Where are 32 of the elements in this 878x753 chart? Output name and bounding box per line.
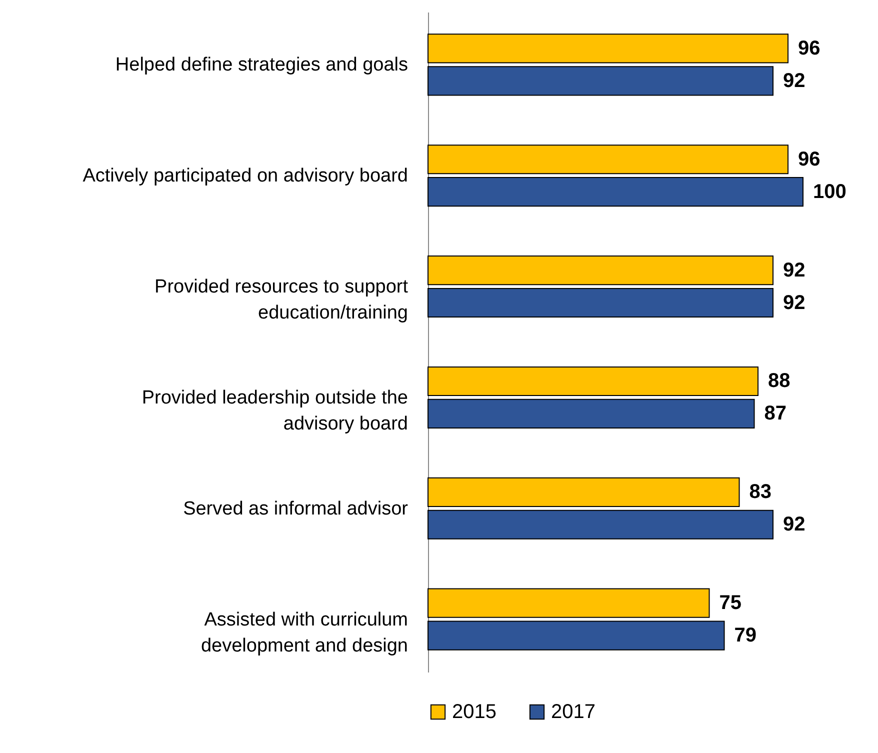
bar <box>428 66 774 96</box>
y-tick-label: Served as informal advisor <box>183 498 409 520</box>
bar <box>428 177 804 207</box>
data-label: 92 <box>783 292 806 314</box>
bar <box>428 510 774 540</box>
data-label: 96 <box>798 148 820 170</box>
bar <box>428 144 788 174</box>
y-tick-label: Actively participated on advisory board <box>82 166 408 187</box>
data-label: 75 <box>719 592 742 614</box>
data-label: 96 <box>798 37 820 60</box>
data-label: 92 <box>783 70 806 92</box>
data-label: 92 <box>783 259 806 282</box>
data-label: 79 <box>734 624 756 647</box>
y-tick-label: Provided leadership outside the advisory board <box>142 387 408 434</box>
data-label: 87 <box>764 402 786 425</box>
y-tick-label: Assisted with curriculum development and design <box>200 609 408 656</box>
legend-label: 2015 <box>452 701 496 723</box>
data-label: 100 <box>813 180 846 203</box>
y-tick-label: Helped define strategies and goals <box>115 54 408 76</box>
data-label: 88 <box>768 370 790 392</box>
bar <box>428 477 740 507</box>
bar <box>428 288 774 318</box>
bar <box>428 256 774 286</box>
data-label: 92 <box>783 514 806 536</box>
bar <box>428 34 788 64</box>
data-label: 83 <box>749 481 772 504</box>
bar <box>428 620 725 650</box>
bar <box>428 366 758 396</box>
y-tick-label: Provided resources to support education/training <box>154 276 409 324</box>
bar <box>428 398 755 428</box>
legend-label: 2017 <box>551 701 596 723</box>
bar <box>428 588 710 618</box>
